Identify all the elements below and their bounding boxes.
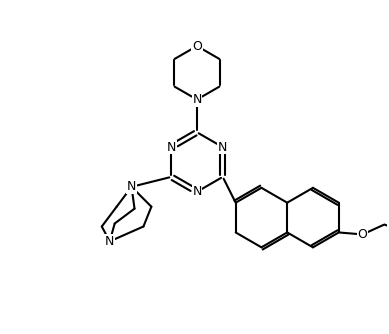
Text: N: N	[218, 141, 228, 154]
Text: N: N	[127, 180, 136, 193]
Text: N: N	[192, 185, 202, 198]
Text: N: N	[192, 93, 202, 106]
Text: N: N	[105, 235, 114, 248]
Text: N: N	[166, 141, 176, 154]
Text: O: O	[192, 39, 202, 52]
Text: O: O	[357, 228, 368, 241]
